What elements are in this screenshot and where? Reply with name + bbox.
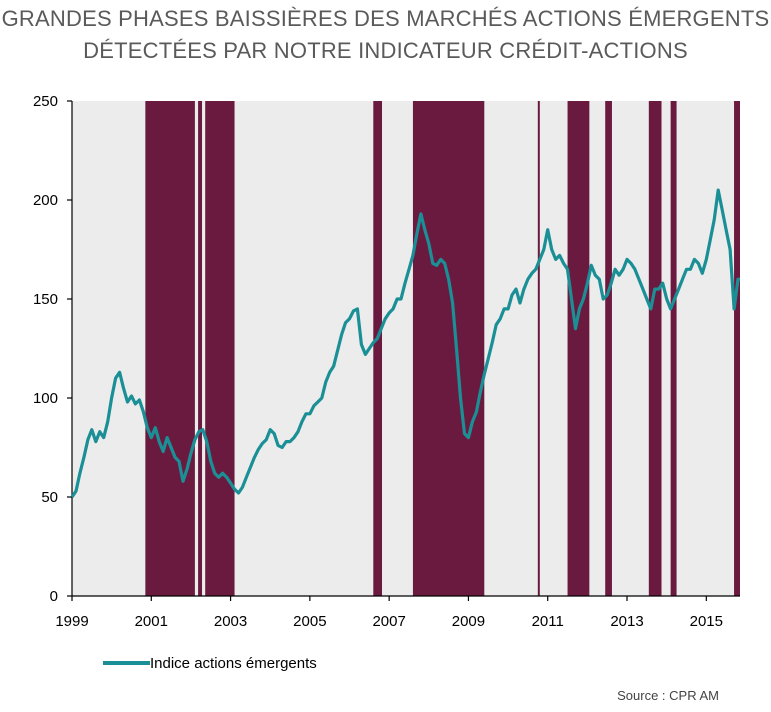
series-line-indice-actions-emergents: [70, 188, 740, 498]
x-tick-label: 2013: [610, 613, 643, 630]
y-tick-label: 50: [41, 489, 58, 506]
shaded-period-5: [412, 101, 485, 596]
shaded-periods: [145, 101, 740, 596]
x-tick-label: 2003: [214, 613, 247, 630]
x-tick-label: 2001: [135, 613, 168, 630]
y-tick-label: 100: [33, 390, 58, 407]
tick-labels: 0 50 100 150 200 250 1999 2001 2003 2005 2007 2009 2…: [33, 93, 723, 630]
x-tick-label: 2011: [532, 613, 564, 630]
shaded-period-9: [648, 101, 662, 596]
legend-label: Indice actions émergents: [150, 655, 317, 672]
x-tick-label: 2007: [372, 613, 405, 630]
shaded-period-1: [145, 101, 195, 596]
shaded-period-2: [198, 101, 203, 596]
x-tick-label: 1999: [55, 613, 88, 630]
y-tick-label: 200: [33, 192, 58, 209]
shaded-period-4: [373, 101, 383, 596]
chart-title-line-2: DÉTECTÉES PAR NOTRE INDICATEUR CRÉDIT-AC…: [83, 38, 688, 63]
x-tick-label: 2005: [293, 613, 326, 630]
x-tick-label: 2015: [690, 613, 723, 630]
source-note: Source : CPR AM: [617, 688, 719, 703]
shaded-period-10: [670, 101, 677, 596]
shaded-period-11: [734, 101, 740, 596]
y-tick-label: 0: [50, 588, 58, 605]
y-tick-label: 250: [33, 93, 58, 110]
shaded-period-3: [205, 101, 235, 596]
axes: [67, 100, 740, 601]
y-tick-label: 150: [33, 291, 58, 308]
chart-title-line-1: GRANDES PHASES BAISSIÈRES DES MARCHÉS AC…: [1, 6, 770, 31]
legend: Indice actions émergents: [103, 655, 317, 672]
shaded-period-8: [605, 101, 612, 596]
x-tick-label: 2009: [452, 613, 485, 630]
shaded-period-7: [567, 101, 590, 596]
shaded-period-6: [537, 101, 540, 596]
